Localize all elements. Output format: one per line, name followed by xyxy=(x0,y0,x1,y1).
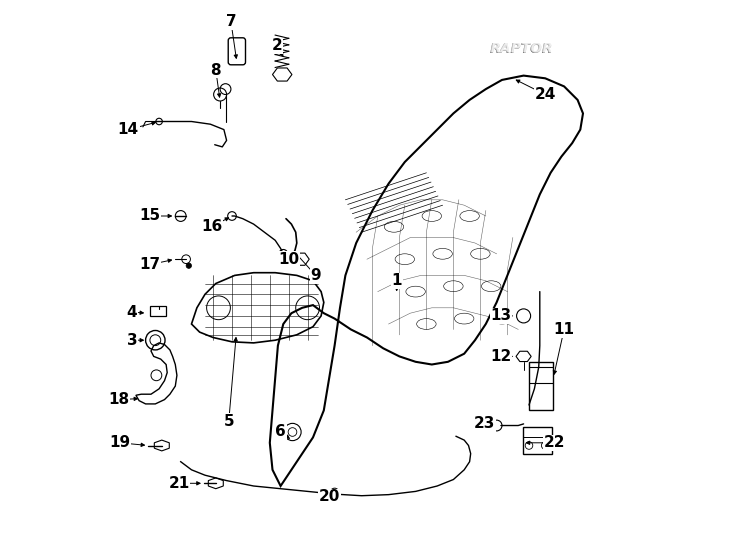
Text: 23: 23 xyxy=(474,416,495,431)
Text: 20: 20 xyxy=(319,489,340,504)
Text: 24: 24 xyxy=(534,87,556,102)
Text: 5: 5 xyxy=(223,414,234,429)
Text: 15: 15 xyxy=(139,208,161,224)
Text: RAPTOR: RAPTOR xyxy=(490,43,554,57)
Text: 21: 21 xyxy=(169,476,189,491)
Text: 2: 2 xyxy=(272,38,282,53)
Text: 14: 14 xyxy=(117,122,139,137)
Text: 22: 22 xyxy=(544,435,566,450)
Text: 4: 4 xyxy=(127,305,137,320)
Text: 19: 19 xyxy=(109,435,130,450)
Circle shape xyxy=(186,263,192,268)
Text: 9: 9 xyxy=(310,268,321,283)
Text: 10: 10 xyxy=(278,252,299,267)
Text: 6: 6 xyxy=(275,424,286,440)
Text: 1: 1 xyxy=(391,273,402,288)
Text: 12: 12 xyxy=(490,349,512,364)
Text: 3: 3 xyxy=(127,333,137,348)
Text: RAPTOR: RAPTOR xyxy=(490,42,554,56)
Text: 17: 17 xyxy=(139,257,161,272)
Text: RAPTOR: RAPTOR xyxy=(490,42,553,56)
Text: 11: 11 xyxy=(553,322,575,337)
Text: 16: 16 xyxy=(201,219,222,234)
Text: RAPTOR: RAPTOR xyxy=(490,43,553,57)
Text: RAPTOR: RAPTOR xyxy=(490,42,553,56)
Text: 18: 18 xyxy=(108,392,129,407)
Text: 8: 8 xyxy=(211,63,221,78)
Text: 7: 7 xyxy=(225,14,236,29)
Text: 13: 13 xyxy=(490,308,512,323)
